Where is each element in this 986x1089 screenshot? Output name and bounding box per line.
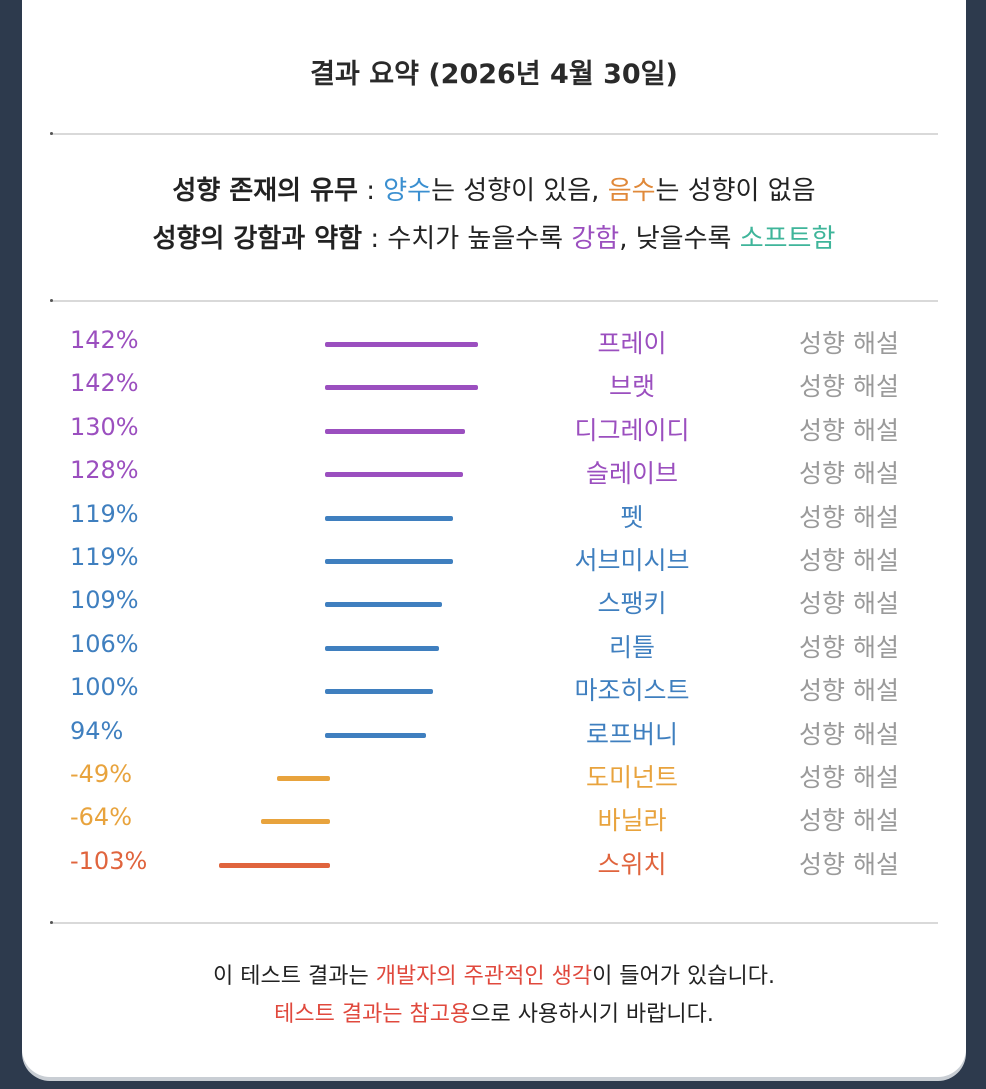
chart-row: 142% 프레이 성향 해설 [22, 325, 966, 365]
bar [325, 515, 453, 521]
legend-positive-text: 는 성향이 있음, [431, 176, 608, 206]
footer-highlight-subjective: 개발자의 주관적인 생각 [375, 964, 593, 989]
value-label: -103% [70, 846, 148, 875]
bar [277, 776, 330, 781]
bar [219, 862, 330, 868]
bar [325, 342, 478, 347]
category-label: 스팽키 [597, 589, 667, 619]
trait-description-link[interactable]: 성향 해설 [799, 589, 899, 619]
trait-description-link[interactable]: 성향 해설 [799, 372, 899, 402]
category-label: 스위치 [597, 849, 667, 879]
footer-highlight-reference: 테스트 결과는 참고용 [274, 1002, 471, 1027]
chart-row: 142% 브랫 성향 해설 [22, 368, 966, 408]
legend-strength-label: 성향의 강함과 약함 [152, 224, 363, 254]
category-label: 펫 [620, 502, 644, 532]
trait-description-link[interactable]: 성향 해설 [799, 676, 899, 706]
trait-description-link[interactable]: 성향 해설 [799, 459, 899, 489]
value-label: 142% [70, 369, 139, 398]
legend-line-strength: 성향의 강함과 약함 : 수치가 높을수록 강함, 낮을수록 소프트함 [22, 218, 966, 255]
category-label: 로프버니 [585, 719, 678, 749]
bar [325, 559, 453, 564]
trait-description-link[interactable]: 성향 해설 [799, 632, 899, 662]
footer-text-c: 으로 사용하시기 바랍니다. [470, 1002, 714, 1027]
trait-description-link[interactable]: 성향 해설 [799, 415, 899, 445]
bar [325, 689, 433, 695]
chart-row: 94% 로프버니 성향 해설 [22, 716, 966, 756]
trait-description-link[interactable]: 성향 해설 [799, 502, 899, 532]
bar [325, 472, 463, 478]
legend-soft-word: 소프트함 [739, 224, 836, 254]
value-label: 94% [70, 716, 124, 745]
chart-row: 128% 슬레이브 성향 해설 [22, 455, 966, 495]
value-label: 100% [70, 673, 139, 702]
value-label: 119% [70, 543, 139, 571]
chart-row: 109% 스팽키 성향 해설 [22, 585, 966, 625]
legend-strong-word: 강함 [571, 224, 620, 254]
category-label: 디그레이디 [574, 415, 690, 445]
legend-existence-sep: : [357, 176, 384, 206]
divider-bottom [50, 921, 938, 924]
category-label: 프레이 [597, 329, 667, 358]
category-label: 리틀 [608, 632, 655, 662]
legend-line-existence: 성향 존재의 유무 : 양수는 성향이 있음, 음수는 성향이 없음 [22, 170, 966, 207]
bar [325, 732, 427, 738]
chart-row: 130% 디그레이디 성향 해설 [22, 412, 966, 452]
footer-text-a: 이 테스트 결과는 [213, 964, 376, 989]
value-label: 130% [70, 412, 139, 441]
bar [325, 645, 439, 651]
value-label: -64% [70, 803, 133, 832]
value-label: 128% [70, 456, 139, 485]
category-label: 도미넌트 [585, 763, 678, 792]
trait-description-link[interactable]: 성향 해설 [799, 719, 899, 749]
value-label: 109% [70, 586, 139, 615]
divider-top [50, 132, 938, 135]
legend-strength-sep: : [362, 224, 388, 254]
chart-row: 106% 리틀 성향 해설 [22, 629, 966, 669]
value-label: 119% [70, 499, 139, 528]
bar [261, 819, 330, 825]
trait-description-link[interactable]: 성향 해설 [799, 329, 899, 358]
page-title: 결과 요약 (2026년 4월 30일) [310, 59, 678, 90]
bar [325, 385, 478, 391]
chart-row: 119% 서브미시브 성향 해설 [22, 542, 966, 582]
divider-middle [50, 299, 938, 302]
value-label: 106% [70, 629, 139, 658]
chart-row: -103% 스위치 성향 해설 [22, 846, 966, 886]
legend-positive-word: 양수 [383, 176, 432, 206]
category-label: 서브미시브 [574, 546, 690, 575]
trait-description-link[interactable]: 성향 해설 [799, 806, 899, 836]
footer-note-line1: 이 테스트 결과는 개발자의 주관적인 생각이 들어가 있습니다. [22, 958, 966, 990]
trait-description-link[interactable]: 성향 해설 [799, 546, 899, 575]
category-label: 마조히스트 [574, 676, 690, 706]
category-label: 브랫 [608, 372, 655, 402]
legend-existence-label: 성향 존재의 유무 [172, 176, 358, 206]
result-card: 결과 요약 (2026년 4월 30일) 성향 존재의 유무 : 양수는 성향이… [22, 0, 966, 1077]
footer-text-b: 이 들어가 있습니다. [592, 964, 775, 989]
legend-strength-text-b: , 낮을수록 [619, 224, 740, 254]
bar [325, 602, 443, 608]
bar [325, 428, 465, 434]
chart-row: -49% 도미넌트 성향 해설 [22, 759, 966, 799]
legend-negative-text: 는 성향이 없음 [655, 176, 816, 206]
trait-description-link[interactable]: 성향 해설 [799, 763, 899, 792]
chart-row: 100% 마조히스트 성향 해설 [22, 672, 966, 712]
chart-row: 119% 펫 성향 해설 [22, 499, 966, 539]
chart-row: -64% 바닐라 성향 해설 [22, 802, 966, 842]
legend-strength-text-a: 수치가 높을수록 [387, 224, 572, 254]
legend-negative-word: 음수 [607, 176, 656, 206]
trait-description-link[interactable]: 성향 해설 [799, 849, 899, 879]
category-label: 바닐라 [597, 806, 667, 836]
category-label: 슬레이브 [585, 459, 678, 489]
footer-note-line2: 테스트 결과는 참고용으로 사용하시기 바랍니다. [22, 996, 966, 1028]
value-label: 142% [70, 326, 139, 354]
value-label: -49% [70, 760, 133, 788]
